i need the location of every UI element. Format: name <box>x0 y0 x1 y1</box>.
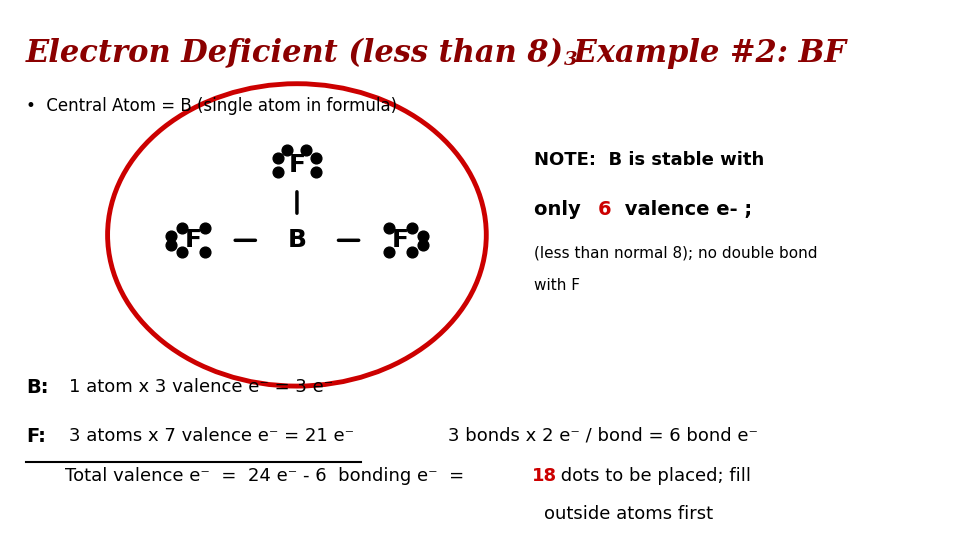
Point <box>299 146 314 155</box>
Point <box>416 231 431 240</box>
Point <box>198 224 213 233</box>
Text: NOTE:  B is stable with: NOTE: B is stable with <box>534 151 764 169</box>
Point <box>381 224 396 233</box>
Text: B:: B: <box>26 378 48 397</box>
Point <box>198 248 213 256</box>
Point <box>308 153 324 162</box>
Text: only: only <box>534 200 588 219</box>
Text: •  Central Atom = B (single atom in formula): • Central Atom = B (single atom in formu… <box>26 97 396 115</box>
Text: 3: 3 <box>564 51 577 69</box>
Text: dots to be placed; fill: dots to be placed; fill <box>555 467 751 485</box>
Text: F: F <box>185 228 203 252</box>
Point <box>175 248 190 256</box>
Point <box>308 167 324 176</box>
Point <box>175 224 190 233</box>
Text: valence e- ;: valence e- ; <box>618 200 752 219</box>
Point <box>163 231 179 240</box>
Text: 6: 6 <box>598 200 612 219</box>
Text: Electron Deficient (less than 8) Example #2: BF: Electron Deficient (less than 8) Example… <box>26 38 847 69</box>
Text: outside atoms first: outside atoms first <box>543 505 713 523</box>
Text: 3 bonds x 2 e⁻ / bond = 6 bond e⁻: 3 bonds x 2 e⁻ / bond = 6 bond e⁻ <box>447 427 757 444</box>
Point <box>404 248 420 256</box>
Point <box>163 241 179 249</box>
Text: 1 atom x 3 valence e⁻ = 3 e⁻: 1 atom x 3 valence e⁻ = 3 e⁻ <box>69 378 333 396</box>
Point <box>271 167 286 176</box>
Text: F: F <box>392 228 409 252</box>
Text: 18: 18 <box>532 467 557 485</box>
Text: with F: with F <box>534 278 580 293</box>
Point <box>271 153 286 162</box>
Text: B: B <box>287 228 306 252</box>
Point <box>404 224 420 233</box>
Text: F:: F: <box>26 427 46 446</box>
Point <box>279 146 295 155</box>
Text: (less than normal 8); no double bond: (less than normal 8); no double bond <box>534 246 817 261</box>
Point <box>416 241 431 249</box>
Point <box>381 248 396 256</box>
Text: 3 atoms x 7 valence e⁻ = 21 e⁻: 3 atoms x 7 valence e⁻ = 21 e⁻ <box>69 427 354 444</box>
Text: Total valence e⁻  =  24 e⁻ - 6  bonding e⁻  =: Total valence e⁻ = 24 e⁻ - 6 bonding e⁻ … <box>64 467 475 485</box>
Text: F: F <box>288 153 305 177</box>
